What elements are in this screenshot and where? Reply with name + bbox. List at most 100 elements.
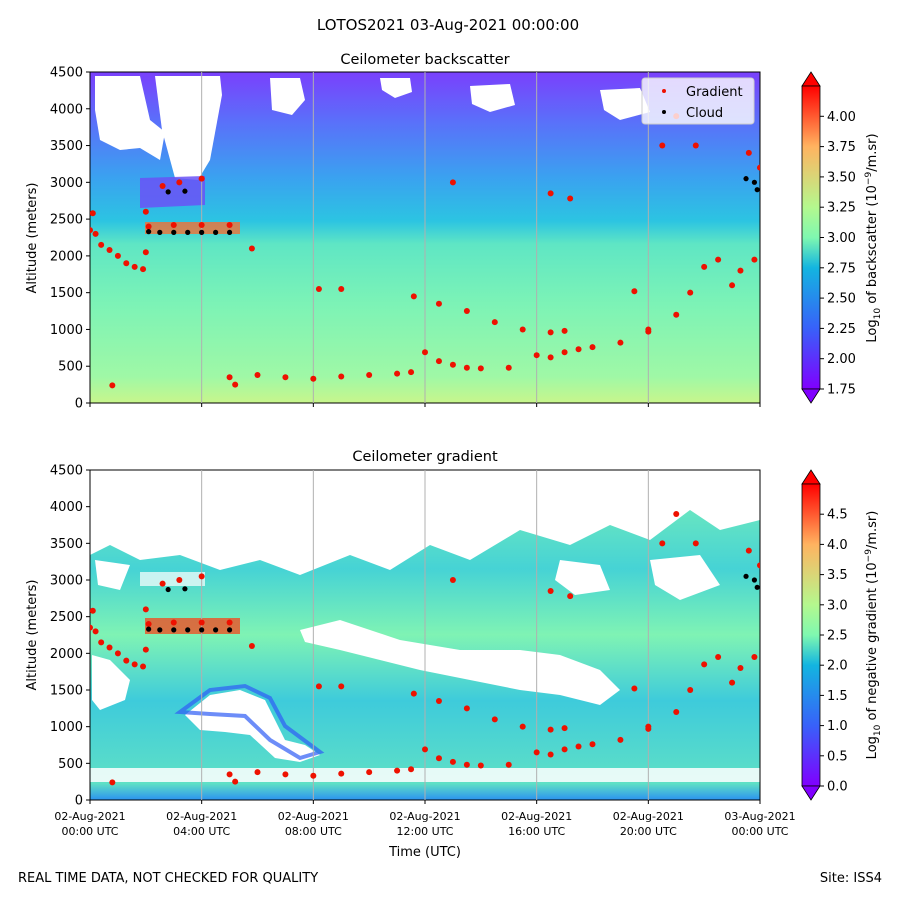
gradient-point (338, 683, 345, 690)
backscatter-colorbar: 1.75 2.00 2.25 2.50 2.75 3.00 3.25 3.50 3.75 4.00… (801, 71, 883, 404)
gradient-point (338, 285, 345, 292)
gradient-x-ticks: 02-Aug-2021 00:00 UTC 02-Aug-2021 04:00 UTC… (54, 800, 796, 838)
colorbar-extend-max (801, 469, 821, 485)
y-tick-label: 4500 (50, 66, 83, 81)
x-tick-label-time: 04:00 UTC (173, 825, 230, 838)
gradient-point (659, 540, 666, 547)
colorbar-tick-label: 1.75 (827, 383, 856, 398)
gradient-point (589, 741, 596, 748)
cloud-point (226, 627, 233, 633)
gradient-point (575, 346, 582, 353)
cloud-point (213, 627, 219, 633)
gradient-point (645, 723, 652, 730)
gradient-point (659, 142, 666, 149)
colorbar-tick-label: 3.5 (827, 568, 848, 583)
cloud-point (751, 179, 758, 185)
colorbar-tick-label: 3.75 (827, 140, 856, 155)
colorbar-tick-label: 2.5 (827, 629, 848, 644)
colorbar-tick-label: 4.00 (827, 110, 856, 125)
x-tick-label-date: 02-Aug-2021 (613, 810, 684, 823)
colorbar-tick-label: 4.5 (827, 508, 848, 523)
gradient-point (140, 266, 147, 273)
gradient-point (198, 619, 205, 626)
gradient-point (491, 716, 498, 723)
x-tick-label-time: 16:00 UTC (508, 825, 565, 838)
gradient-point (232, 381, 239, 388)
gradient-point (561, 746, 568, 753)
gradient-point (90, 607, 96, 614)
colorbar-extend-min (801, 785, 821, 801)
gradient-point (114, 252, 121, 259)
gradient-point (547, 329, 554, 336)
gradient-point (463, 364, 470, 371)
gradient-point (394, 767, 401, 774)
gradient-point (449, 758, 456, 765)
y-tick-label: 3000 (50, 176, 83, 191)
gradient-point (435, 755, 442, 762)
colorbar-gradient (801, 85, 821, 390)
colorbar-tick-label: 3.00 (827, 231, 856, 246)
backscatter-y-label: Altitude (meters) (25, 183, 40, 294)
legend-gradient-label: Gradient (686, 85, 743, 100)
gradient-point (567, 593, 574, 600)
y-tick-label: 3000 (50, 574, 83, 589)
gradient-x-label: Time (UTC) (388, 845, 461, 860)
cloud-point (165, 586, 171, 593)
y-tick-label: 3500 (50, 537, 83, 552)
gradient-point (282, 374, 289, 381)
gradient-point (140, 663, 147, 670)
gradient-point (248, 245, 255, 252)
gradient-point (617, 339, 624, 346)
gradient-point (757, 164, 760, 171)
no-data-patch (470, 84, 515, 112)
gradient-point (310, 772, 317, 779)
cloud-point (751, 577, 758, 583)
gradient-point (142, 208, 149, 215)
gradient-point (338, 373, 345, 380)
gradient-point (410, 293, 417, 300)
gradient-point (463, 308, 470, 315)
x-tick-label-time: 12:00 UTC (396, 825, 453, 838)
layer-edge (174, 683, 325, 761)
colorbar-tick-label: 2.00 (827, 352, 856, 367)
gradient-point (142, 606, 149, 613)
y-tick-label: 0 (75, 397, 83, 412)
gradient-point (745, 149, 752, 156)
backscatter-y-ticks: 0 500 1000 1500 2000 2500 3000 3500 4000 4500 (50, 66, 90, 412)
gradient-point (226, 771, 233, 778)
gradient-point (737, 665, 744, 671)
gradient-point (159, 580, 166, 587)
cloud-point (171, 229, 177, 235)
gradient-point (92, 230, 99, 237)
colorbar-tick-label: 3.25 (827, 201, 856, 216)
gradient-point (170, 221, 177, 228)
gradient-point (715, 654, 722, 660)
gradient-point (701, 661, 708, 668)
gradient-point (109, 382, 116, 389)
gradient-point (232, 778, 239, 785)
gradient-point (617, 736, 624, 743)
gradient-point (410, 690, 417, 697)
colorbar-tick-label: 4.0 (827, 538, 848, 553)
gradient-point (449, 577, 456, 583)
no-data-patch (92, 655, 130, 710)
gradient-point (131, 263, 138, 270)
x-tick-label-date: 02-Aug-2021 (54, 810, 125, 823)
colorbar-tick-label: 0.5 (827, 749, 848, 764)
gradient-point (435, 698, 442, 704)
gradient-point (547, 751, 554, 758)
y-tick-label: 0 (75, 794, 83, 809)
gradient-point (310, 375, 317, 382)
colorbar-extend-min (801, 388, 821, 404)
gradient-point (159, 183, 166, 190)
y-tick-label: 1000 (50, 323, 83, 338)
x-tick-label-date: 02-Aug-2021 (389, 810, 460, 823)
colorbar-tick-label: 1.5 (827, 689, 848, 704)
gradient-point (757, 562, 760, 569)
cloud-point (165, 189, 171, 195)
gradient-y-ticks: 0 500 1000 1500 2000 2500 3000 3500 4000 4500 (50, 464, 90, 809)
gradient-point (505, 364, 512, 371)
gradient-point (561, 327, 568, 334)
gradient-colorbar-label: Log10 of negative gradient (10−9/m.sr) (864, 511, 883, 760)
no-data-patch (555, 560, 610, 595)
